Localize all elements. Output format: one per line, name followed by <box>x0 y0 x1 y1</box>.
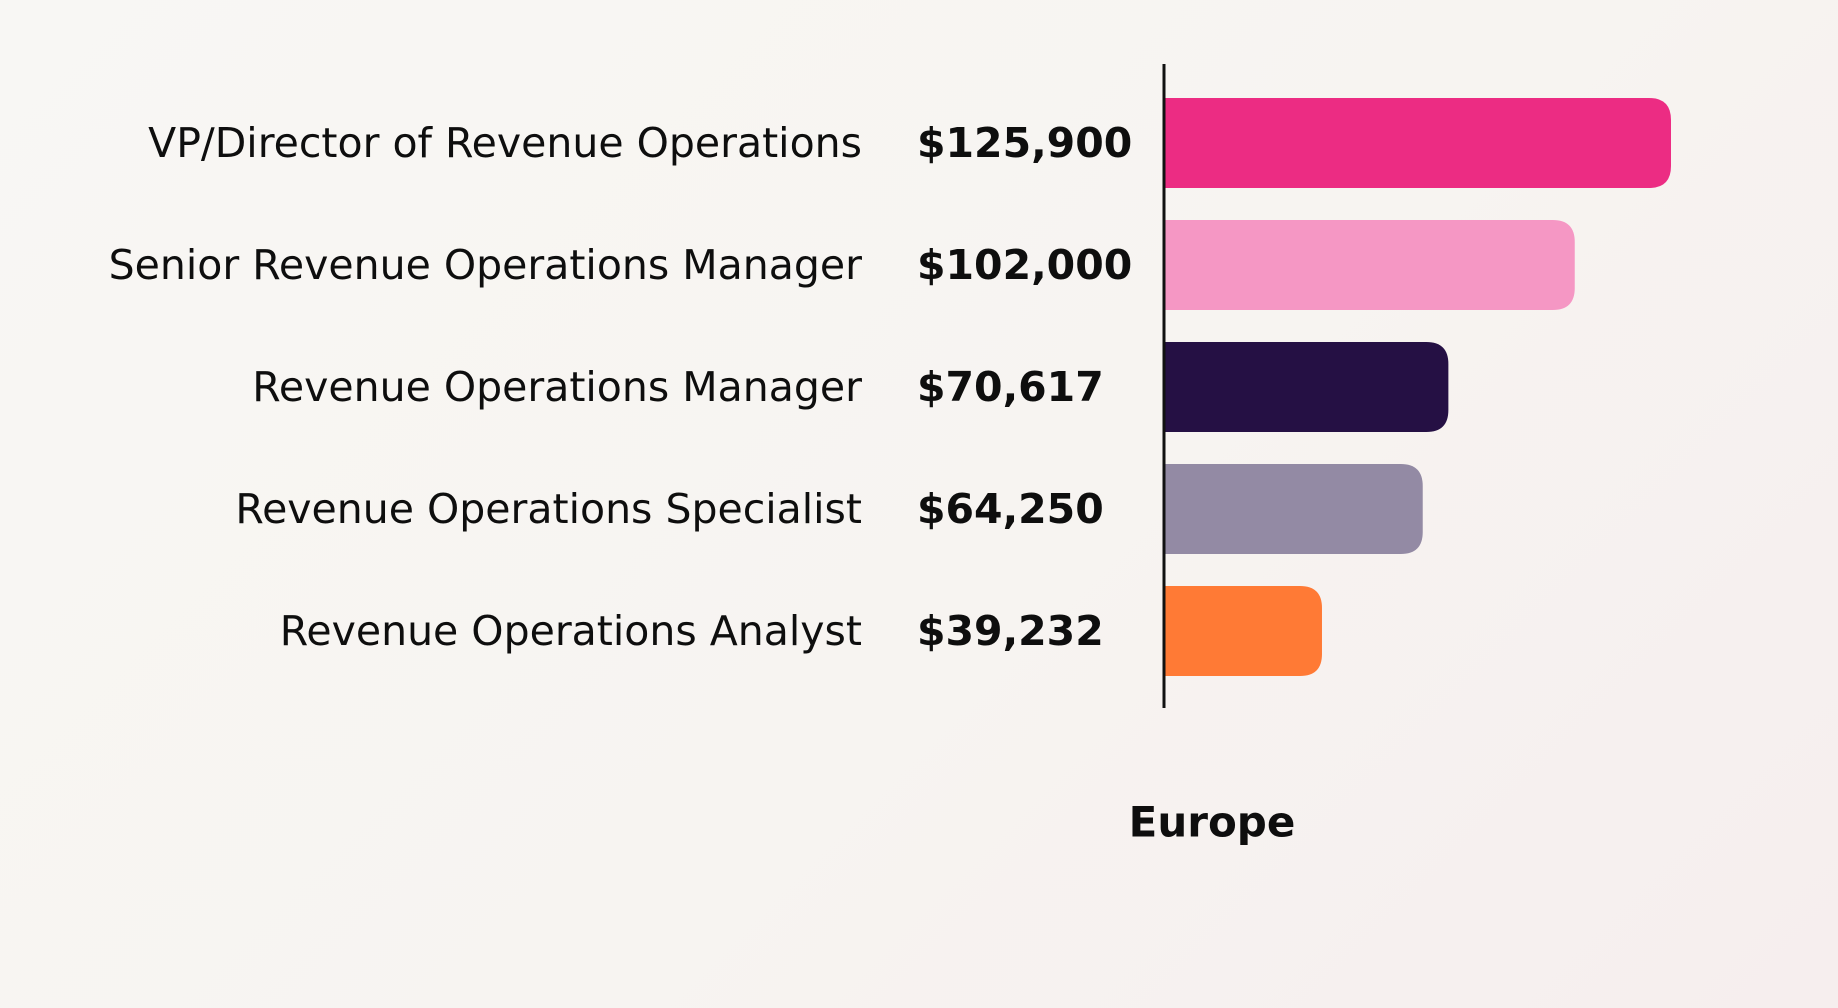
category-label: Revenue Operations Analyst <box>280 607 862 655</box>
category-label: VP/Director of Revenue Operations <box>148 119 862 167</box>
value-label: $102,000 <box>917 241 1132 289</box>
category-label: Revenue Operations Specialist <box>235 485 862 533</box>
category-label: Revenue Operations Manager <box>252 363 862 411</box>
bar <box>1164 220 1575 310</box>
value-label: $39,232 <box>917 607 1104 655</box>
bar <box>1164 98 1671 188</box>
value-label: $125,900 <box>917 119 1132 167</box>
bar <box>1164 464 1423 554</box>
category-label: Senior Revenue Operations Manager <box>109 241 862 289</box>
value-label: $70,617 <box>917 363 1104 411</box>
x-axis-label: Europe <box>1129 798 1296 847</box>
value-label: $64,250 <box>917 485 1104 533</box>
bar <box>1164 342 1449 432</box>
bar <box>1164 586 1322 676</box>
